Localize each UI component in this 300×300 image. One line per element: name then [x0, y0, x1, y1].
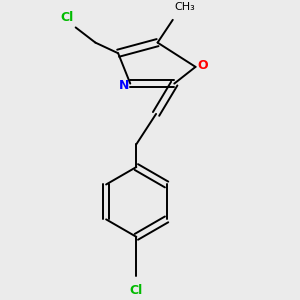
Text: Cl: Cl: [130, 284, 143, 297]
Text: CH₃: CH₃: [174, 2, 195, 12]
Text: N: N: [118, 79, 129, 92]
Text: O: O: [197, 59, 208, 72]
Text: Cl: Cl: [60, 11, 73, 24]
